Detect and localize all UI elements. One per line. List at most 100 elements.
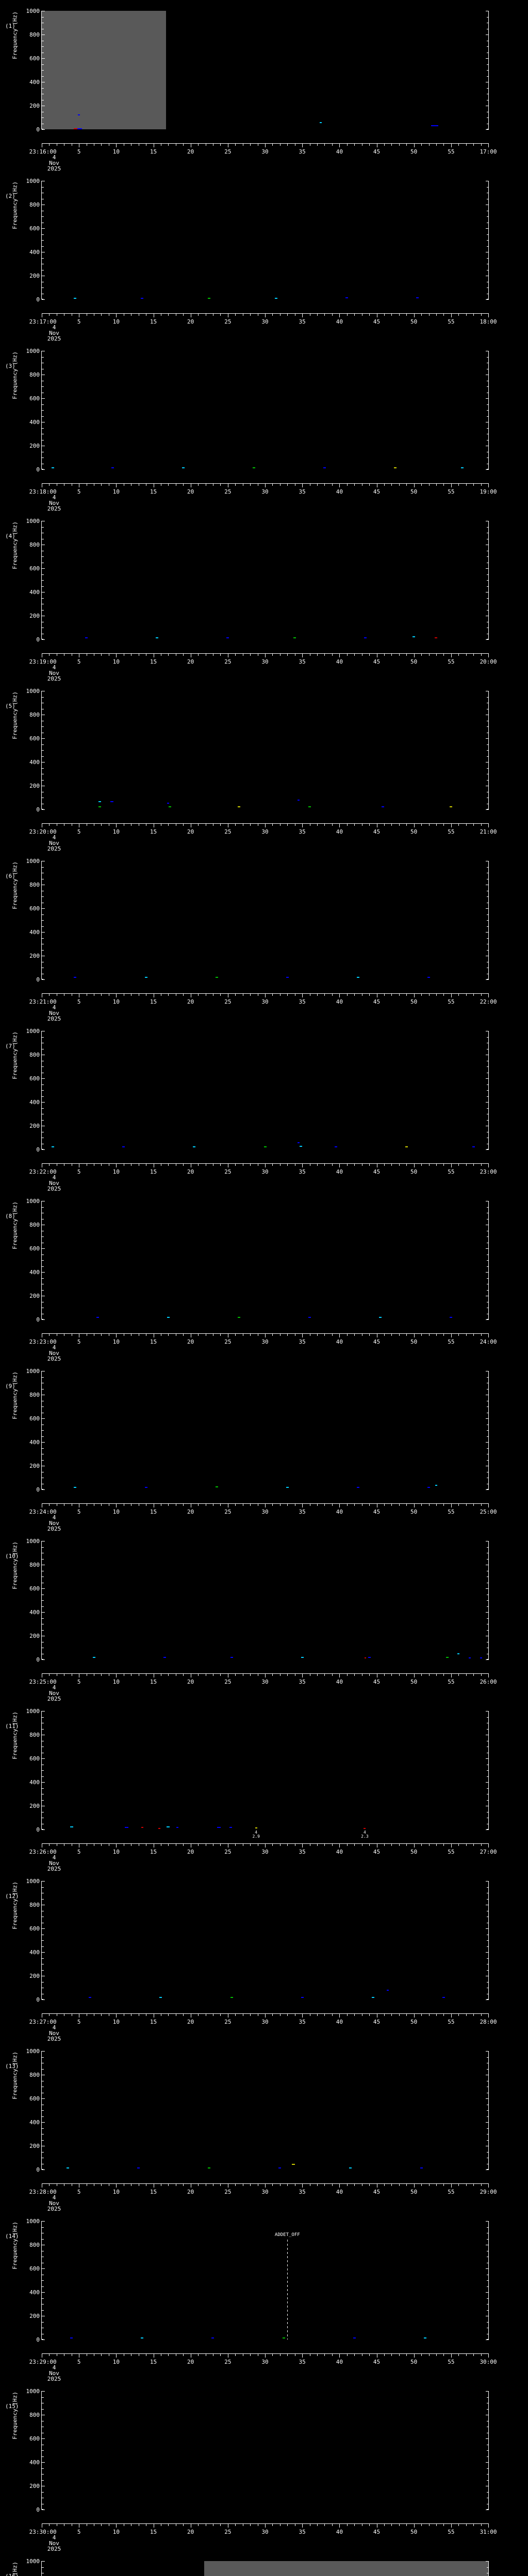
y-tick-minor	[42, 1436, 44, 1437]
x-tick-major	[302, 1673, 303, 1677]
y-tick-minor	[42, 2409, 44, 2410]
x-tick-label: 10	[112, 148, 120, 155]
x-tick-major	[302, 653, 303, 657]
y-tick-label: 1000	[26, 8, 40, 14]
x-tick-minor	[391, 1673, 392, 1676]
x-tick-minor	[481, 993, 482, 996]
y-tick-major-right	[486, 809, 489, 810]
x-tick-label: 50	[410, 148, 418, 155]
x-tick-minor	[272, 2183, 273, 2186]
x-tick-label: 30	[261, 1338, 269, 1345]
y-tick-minor	[42, 1207, 44, 1208]
y-tick-minor	[42, 2480, 44, 2481]
detection-marker	[381, 806, 384, 807]
x-tick-minor	[324, 1673, 325, 1676]
y-tick-label: 600	[29, 55, 40, 62]
y-axis-title: Frequency (Hz)	[11, 1711, 19, 1759]
x-tick-minor	[443, 2523, 444, 2526]
x-tick-minor	[198, 1843, 199, 1846]
date-line: 2025	[47, 2206, 61, 2212]
x-tick-label: 45	[373, 1509, 381, 1515]
x-tick-minor	[346, 823, 348, 826]
y-tick-minor	[42, 950, 44, 951]
y-tick-minor-right	[487, 896, 489, 897]
plot-area	[42, 1201, 488, 1319]
x-tick-label: 5	[77, 2189, 81, 2195]
x-tick-minor	[384, 2353, 385, 2356]
x-tick-label: 35	[299, 1168, 306, 1175]
x-tick-minor	[324, 1843, 325, 1846]
x-tick-minor	[101, 2183, 102, 2186]
y-tick-label: 600	[29, 2435, 40, 2442]
x-tick-label: 45	[373, 828, 381, 835]
x-tick-label: 5	[77, 1849, 81, 1855]
x-tick-major	[451, 653, 452, 657]
magnitude-line: 2.3	[361, 1834, 369, 1839]
plot-area	[42, 2561, 488, 2576]
x-tick-label: 5	[77, 488, 81, 495]
x-tick-minor	[168, 143, 169, 146]
x-tick-minor	[101, 2353, 102, 2356]
x-tick-label: 35	[299, 2529, 306, 2535]
x-tick-major	[488, 1333, 489, 1337]
x-tick-minor	[436, 2183, 437, 2186]
y-tick-major	[42, 1248, 45, 1249]
x-tick-minor	[473, 653, 474, 656]
x-tick-minor	[272, 1163, 273, 1166]
detection-marker	[74, 1486, 77, 1488]
magnitude-line: 4	[255, 1830, 258, 1835]
y-tick-minor	[42, 2321, 44, 2323]
x-tick-label: 25	[224, 1679, 232, 1685]
y-tick-label: 0	[36, 296, 40, 303]
x-tick-minor	[443, 823, 444, 826]
x-tick-minor	[436, 1163, 437, 1166]
x-tick-minor	[272, 1333, 273, 1336]
x-tick-minor	[235, 313, 236, 316]
x-tick-label: 40	[336, 1509, 343, 1515]
y-tick-minor	[42, 1448, 44, 1449]
y-tick-label: 800	[29, 1902, 40, 1908]
x-tick-major	[488, 143, 489, 147]
x-tick-major	[302, 1163, 303, 1167]
x-tick-label: 50	[410, 658, 418, 665]
x-tick-label: 55	[448, 2359, 455, 2365]
x-tick-minor	[391, 143, 392, 146]
x-tick-minor	[369, 1333, 370, 1336]
y-tick-minor-right	[487, 1406, 489, 1407]
x-tick-label: 25	[224, 1168, 232, 1175]
y-tick-minor	[42, 1728, 44, 1730]
x-tick-label: 50	[410, 2529, 418, 2535]
x-tick-label: 5	[77, 2359, 81, 2365]
x-tick-minor	[399, 1673, 400, 1676]
x-tick-minor	[101, 313, 102, 316]
x-tick-minor	[406, 1673, 407, 1676]
x-tick-minor	[220, 1163, 221, 1166]
x-tick-minor	[384, 1163, 385, 1166]
x-tick-label: 5	[77, 1679, 81, 1685]
x-tick-label: 20:00	[480, 658, 497, 665]
y-tick-minor-right	[487, 1558, 489, 1560]
x-tick-minor	[466, 823, 467, 826]
x-tick-label: 35	[299, 1679, 306, 1685]
y-tick-label: 800	[29, 541, 40, 548]
x-tick-minor	[272, 823, 273, 826]
y-tick-minor	[42, 1606, 44, 1607]
x-tick-minor	[346, 483, 348, 486]
x-tick-label: 40	[336, 2019, 343, 2025]
y-tick-label: 1000	[26, 518, 40, 524]
x-tick-minor	[428, 313, 430, 316]
y-tick-major	[42, 1928, 45, 1929]
x-tick-major	[451, 143, 452, 147]
y-tick-minor	[42, 2468, 44, 2469]
x-tick-minor	[183, 653, 184, 656]
x-tick-minor	[354, 1333, 355, 1336]
detection-marker	[371, 1997, 374, 1998]
detection-marker	[137, 2167, 140, 2168]
date-line: 2025	[47, 675, 61, 682]
x-tick-minor	[332, 2523, 333, 2526]
y-tick-major	[42, 1829, 45, 1830]
x-axis-date-stack: 4 Nov 2025	[47, 1345, 61, 1362]
detection-marker	[52, 1146, 55, 1148]
x-tick-minor	[317, 2183, 318, 2186]
x-tick-label: 15	[150, 1338, 157, 1345]
